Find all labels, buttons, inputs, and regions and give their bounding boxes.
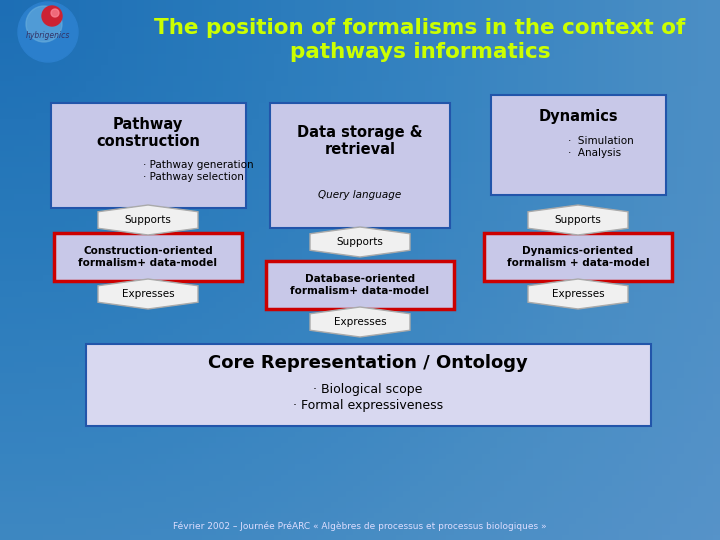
Text: Supports: Supports (125, 215, 171, 225)
Text: Expresses: Expresses (333, 317, 387, 327)
Circle shape (51, 9, 59, 17)
Polygon shape (528, 205, 628, 235)
Text: Database-oriented
formalism+ data-model: Database-oriented formalism+ data-model (290, 274, 430, 296)
Text: · Pathway generation
· Pathway selection: · Pathway generation · Pathway selection (143, 160, 253, 182)
Text: Pathway
construction: Pathway construction (96, 117, 200, 149)
Bar (484, 233, 672, 281)
Circle shape (26, 6, 62, 42)
Text: Supports: Supports (554, 215, 601, 225)
Text: The position of formalisms in the context of
pathways informatics: The position of formalisms in the contex… (154, 18, 685, 63)
Polygon shape (310, 227, 410, 257)
Text: Construction-oriented
formalism+ data-model: Construction-oriented formalism+ data-mo… (78, 246, 217, 268)
Polygon shape (528, 279, 628, 309)
Bar (86, 344, 650, 426)
Text: Février 2002 – Journée PréARC « Algèbres de processus et processus biologiques »: Février 2002 – Journée PréARC « Algèbres… (174, 521, 546, 531)
Circle shape (18, 2, 78, 62)
Text: Core Representation / Ontology: Core Representation / Ontology (208, 354, 528, 372)
Bar (490, 95, 665, 195)
Text: Expresses: Expresses (122, 289, 174, 299)
Text: Dynamics-oriented
formalism + data-model: Dynamics-oriented formalism + data-model (507, 246, 649, 268)
Text: Supports: Supports (336, 237, 384, 247)
Text: Query language: Query language (318, 190, 402, 200)
Polygon shape (98, 279, 198, 309)
Text: · Biological scope: · Biological scope (313, 383, 423, 396)
Text: · Formal expressiveness: · Formal expressiveness (293, 399, 443, 411)
Bar (50, 103, 246, 207)
Text: ·  Simulation
·  Analysis: · Simulation · Analysis (568, 136, 634, 158)
Bar (54, 233, 242, 281)
Text: Data storage &
retrieval: Data storage & retrieval (297, 125, 423, 157)
Polygon shape (98, 205, 198, 235)
Bar (266, 261, 454, 309)
Circle shape (42, 6, 62, 26)
Bar (270, 103, 450, 227)
Text: Dynamics: Dynamics (538, 110, 618, 125)
Text: hybrigenics: hybrigenics (26, 31, 70, 40)
Text: Expresses: Expresses (552, 289, 604, 299)
Polygon shape (310, 307, 410, 337)
